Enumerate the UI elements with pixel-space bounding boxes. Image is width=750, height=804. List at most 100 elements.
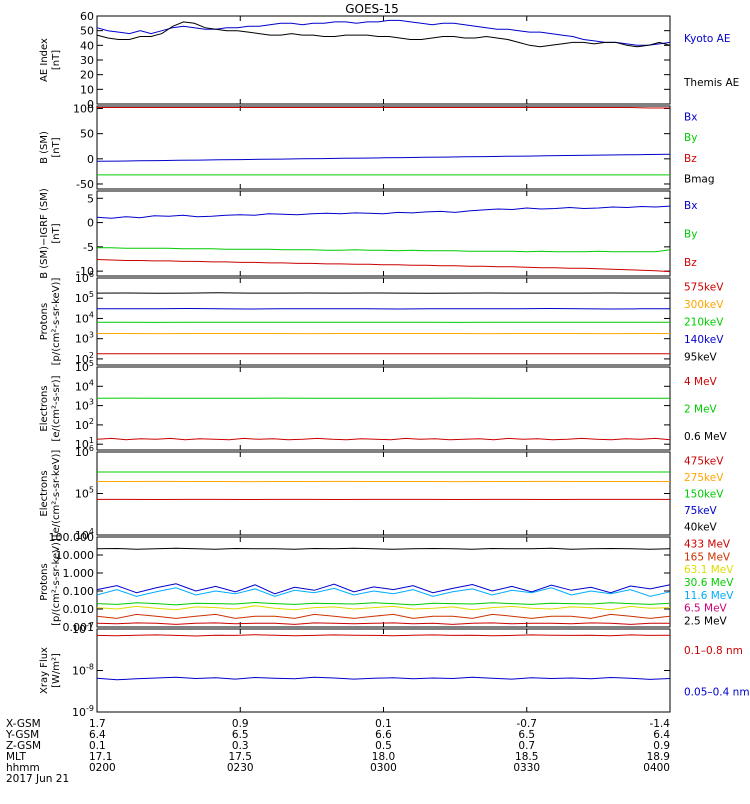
y-axis-label: [nT] <box>51 223 62 243</box>
y-axis-label: [W/m²] <box>51 653 62 688</box>
y-axis-label: Electrons <box>39 470 50 516</box>
y-tick-label: 50 <box>80 25 94 38</box>
ephemeris-value: 0200 <box>89 762 116 774</box>
series-line <box>97 614 670 618</box>
series-line <box>97 588 670 597</box>
legend-label: 300keV <box>684 299 724 311</box>
legend-label: 433 MeV <box>684 538 731 550</box>
legend-label: 165 MeV <box>684 551 731 563</box>
legend-label: Bx <box>684 200 697 212</box>
ephemeris-value: 0400 <box>643 762 670 774</box>
y-tick-label: 105 <box>75 290 94 305</box>
ephemeris-row-label: 2017 Jun 21 <box>6 773 69 785</box>
y-tick-label: 0 <box>87 153 94 166</box>
legend-label: 2 MeV <box>684 404 718 416</box>
series-line <box>97 206 670 218</box>
legend-label: Bz <box>684 257 697 269</box>
y-tick-label: 10-9 <box>72 704 94 719</box>
ephemeris-value: 0330 <box>513 762 540 774</box>
ephemeris-value: 0230 <box>227 762 254 774</box>
y-tick-label: 103 <box>75 398 94 413</box>
legend-label: 0.1–0.8 nm <box>684 645 743 657</box>
y-tick-label: 50 <box>80 128 94 141</box>
legend-label: Bmag <box>684 174 715 186</box>
legend-label: 40keV <box>684 522 718 534</box>
legend-label: 30.6 MeV <box>684 577 734 589</box>
y-tick-label: 1.000 <box>63 567 95 580</box>
series-line <box>97 22 670 47</box>
panel-frame <box>97 16 670 104</box>
series-line <box>97 260 670 272</box>
series-line <box>97 677 670 680</box>
legend-label: 140keV <box>684 334 724 346</box>
y-axis-label: Protons <box>39 563 50 600</box>
y-tick-label: 106 <box>75 444 94 459</box>
legend-label: 475keV <box>684 455 724 467</box>
y-tick-label: 105 <box>75 486 94 501</box>
y-tick-label: -50 <box>76 178 94 191</box>
y-tick-label: 104 <box>75 310 94 325</box>
panel-frame <box>97 629 670 712</box>
series-line <box>97 548 670 549</box>
panel-6: 104105106Electrons[e/(cm²-s-sr-keV)]475k… <box>39 444 724 542</box>
panel-4: 102103104105106Protons[p/(cm²-s-sr-keV)]… <box>39 270 724 366</box>
y-axis-label: Electrons <box>39 385 50 431</box>
series-line <box>97 248 670 252</box>
y-axis-label: [p/(cm²-s-sr-keV)] <box>51 538 62 626</box>
legend-label: 75keV <box>684 505 718 517</box>
legend-label: 0.05–0.4 nm <box>684 686 750 698</box>
legend-label: 11.6 MeV <box>684 590 734 602</box>
y-tick-label: 106 <box>75 270 94 285</box>
y-axis-label: B (SM)−IGRF (SM) <box>39 188 50 279</box>
series-line <box>97 438 670 439</box>
legend-label: 95keV <box>684 351 718 363</box>
y-tick-label: 60 <box>80 10 94 23</box>
y-tick-label: 0 <box>87 217 94 230</box>
series-line <box>97 20 670 45</box>
series-line <box>97 108 670 109</box>
series-line <box>97 603 670 605</box>
y-tick-label: 0.100 <box>63 585 95 598</box>
panel-5: 101102103104105Electrons[e/(cm²-s-sr)]4 … <box>39 359 728 451</box>
y-axis-label: [nT] <box>51 137 62 157</box>
y-tick-label: 0.010 <box>63 603 95 616</box>
panel-frame <box>97 191 670 276</box>
panel-frame <box>97 367 670 450</box>
series-line <box>97 606 670 610</box>
y-tick-label: 100 <box>73 103 94 116</box>
y-tick-label: 5 <box>87 192 94 205</box>
y-tick-label: 103 <box>75 331 94 346</box>
legend-label: 210keV <box>684 317 724 329</box>
y-axis-label: B (SM) <box>39 131 50 164</box>
y-axis-label: Protons <box>39 303 50 340</box>
panel-frame <box>97 537 670 627</box>
series-line <box>97 309 670 310</box>
legend-label: Themis AE <box>683 77 739 89</box>
y-tick-label: 10 <box>80 83 94 96</box>
y-tick-label: 20 <box>80 69 94 82</box>
legend-label: By <box>684 229 697 241</box>
panel-frame <box>97 106 670 189</box>
series-line <box>97 635 670 636</box>
panel-7: 0.0010.0100.1001.00010.000100.000Protons… <box>39 531 734 634</box>
legend-label: 0.6 MeV <box>684 431 728 443</box>
y-tick-label: -5 <box>83 241 94 254</box>
panel-frame <box>97 278 670 365</box>
panel-frame <box>97 452 670 535</box>
y-axis-label: Xray Flux <box>39 647 50 694</box>
y-axis-label: [e/(cm²-s-sr-keV)] <box>51 450 62 538</box>
y-tick-label: 102 <box>75 417 94 432</box>
legend-label: By <box>684 132 697 144</box>
y-axis-label: [p/(cm²-s-sr-keV)] <box>51 278 62 366</box>
chart-title: GOES-15 <box>345 2 399 16</box>
legend-label: 4 MeV <box>684 376 718 388</box>
legend-label: Bx <box>684 111 697 123</box>
y-tick-label: 30 <box>80 54 94 67</box>
